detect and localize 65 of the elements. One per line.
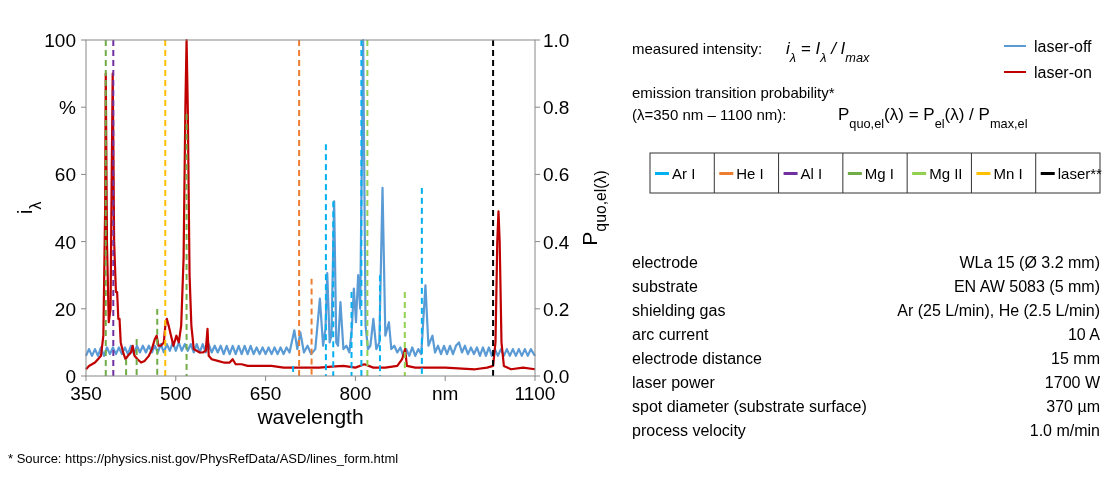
text: (λ=350 nm – 1100 nm): (632, 106, 787, 123)
text: electrode (632, 254, 698, 271)
bar (298, 40, 301, 376)
legend-label: Al I (800, 165, 823, 182)
legend-label: laser** (1057, 165, 1103, 182)
bar (332, 201, 335, 376)
bar (360, 40, 363, 376)
text: shielding gas (632, 302, 726, 319)
text: substrate (632, 278, 698, 295)
bar (156, 308, 159, 376)
text: * Source: https://physics.nist.gov/PhysRefData/ASD/lines_form.html (8, 451, 399, 466)
legend-label: laser-off (1034, 38, 1093, 55)
x-tick-label: 800 (339, 383, 372, 404)
text: electrode distance (632, 350, 762, 367)
text: P$_{quo,el}$(λ) = P$_{el}$(λ) / P$_{max,el}$ (838, 105, 1028, 131)
bar (350, 292, 353, 376)
y2-tick-label: 0.2 (543, 298, 570, 320)
legend-label: He I (736, 165, 764, 182)
x-tick-label: 650 (249, 383, 282, 404)
y-tick-label: 20 (54, 298, 76, 320)
bar (366, 40, 369, 376)
text: spot diameter (substrate surface) (632, 398, 867, 415)
bar (112, 40, 115, 376)
bar (164, 40, 167, 376)
text: WLa 15 (Ø 3.2 mm) (959, 254, 1100, 271)
x-tick-label: 500 (159, 383, 192, 404)
text: Ar (25 L/min), He (2.5 L/min) (897, 302, 1100, 319)
text: emission transition probability* (632, 84, 835, 101)
y-tick-label: % (59, 97, 77, 119)
text: 15 mm (1051, 350, 1100, 367)
bar (492, 40, 495, 376)
y2-tick-label: 0.4 (543, 231, 570, 253)
text: measured intensity: (632, 40, 763, 57)
bar (292, 365, 295, 376)
y2-tick-label: 0.6 (543, 164, 570, 186)
bar (104, 40, 107, 376)
bar (310, 278, 313, 376)
bar (125, 359, 128, 376)
legend-label: Mg I (864, 165, 895, 182)
x-axis-title: wavelength (256, 405, 364, 428)
y-tick-label: 100 (44, 30, 76, 51)
y-tick-label: 40 (54, 231, 76, 253)
y-tick-label: 60 (54, 164, 76, 186)
bar (135, 339, 138, 376)
text: laser power (632, 374, 715, 391)
bar (185, 113, 188, 376)
text: EN AW 5083 (5 mm) (953, 278, 1100, 295)
text: process velocity (632, 422, 746, 439)
y2-tick-label: 1.0 (543, 30, 570, 51)
text: 1.0 m/min (1029, 422, 1100, 439)
bar (324, 144, 327, 376)
y2-tick-label: 0.8 (543, 97, 570, 119)
text: arc current (632, 326, 709, 343)
text: i$_{λ}$ = I$_{λ}$ / I$_{max}$ (786, 39, 871, 65)
legend-label: Ar I (672, 165, 696, 182)
text: 370 µm (1046, 398, 1100, 415)
text: 1700 W (1044, 374, 1100, 391)
bar (403, 292, 406, 376)
legend-label: laser-on (1034, 64, 1092, 81)
legend-label: Mn I (993, 165, 1023, 182)
legend-label: Mg II (929, 165, 963, 182)
bar (420, 187, 423, 376)
x-tick-label: nm (432, 383, 459, 404)
bar (378, 275, 381, 376)
text: 10 A (1067, 326, 1100, 343)
